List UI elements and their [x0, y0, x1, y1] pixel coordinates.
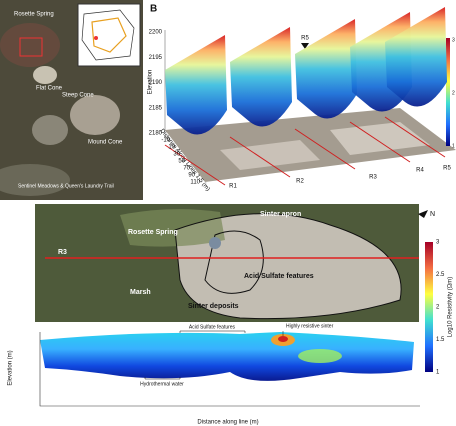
spring [209, 237, 221, 249]
resistivity-section [40, 332, 414, 381]
vegetation [120, 209, 225, 247]
profile-line [229, 136, 291, 178]
site-label: Sentinel Meadows & Queen's Laundry Trail [18, 183, 114, 189]
colorbar-tick-label: 1 [452, 143, 455, 149]
map-label: Rosette Spring [128, 229, 178, 236]
line-label: R1 [229, 184, 237, 190]
marker-label: R5 [301, 36, 309, 42]
site-label: Rosette Spring [14, 12, 54, 18]
profile-line [384, 116, 446, 158]
terrain [0, 23, 60, 67]
y-tick-label: 2195 [149, 55, 163, 61]
annotation: Highly resistive sinter [286, 323, 334, 329]
annotation: Hydrothermal water [140, 381, 184, 387]
panel-label: B [150, 4, 157, 15]
panel-c: C Sinter apron Rosette Spring R3 Marsh A… [35, 204, 454, 372]
resistive-zone [298, 349, 342, 363]
terrain [32, 115, 68, 145]
resistive-zone [278, 336, 288, 342]
y-tick-label: 2200 [149, 30, 163, 36]
inset-route [91, 17, 127, 53]
panel-a: Rosette Spring Flat Cone Steep Cone Moun… [0, 0, 143, 200]
colorbar-label: Log10 Resistivity (Ωm) [448, 277, 454, 338]
map-label: Acid Sulfate features [244, 273, 314, 280]
colorbar-tick-label: 1.5 [436, 337, 445, 343]
resistivity-curtain [385, 7, 447, 107]
depth-tick-label: 90 [188, 173, 195, 179]
resistivity-curtain [230, 27, 292, 127]
profile-line [294, 128, 356, 170]
bracket [179, 330, 246, 333]
depth-tick-label: 30 [173, 152, 180, 158]
axis-label: Distance along line (m) [197, 420, 258, 426]
colorbar-tick-label: 2.5 [436, 272, 445, 278]
axis-label: Elevation [148, 70, 154, 95]
colorbar-tick-label: 3 [436, 240, 440, 246]
line-label: R3 [369, 175, 377, 181]
profile-line [164, 144, 226, 186]
map-label: R3 [58, 249, 67, 256]
colorbar-tick-label: 1 [436, 370, 440, 376]
line-label: R5 [443, 166, 451, 172]
marker [301, 43, 309, 49]
panel-b: B Elevation Distance Along Lines 1-5 (m)… [148, 4, 456, 193]
bracket [144, 377, 181, 380]
y-tick-label: 2180 [149, 131, 163, 137]
depth-tick-label: 10 [168, 145, 175, 151]
resistivity-curtain [165, 35, 227, 135]
map-label: Sinter deposits [188, 303, 239, 310]
map-label: Sinter apron [260, 211, 301, 218]
terrain [33, 66, 57, 84]
site-box [19, 37, 43, 57]
site-label: Flat Cone [36, 86, 63, 92]
sinter-area [175, 213, 402, 319]
terrain [70, 95, 120, 135]
line-label: R4 [416, 168, 424, 174]
depth-tick-label: 110 [190, 180, 200, 186]
inset-outline [81, 9, 135, 61]
axis-label: Elevation (m) [8, 350, 14, 385]
depth-tick-label: -10 [161, 138, 170, 144]
colorbar-tick-label: 3 [452, 37, 455, 43]
axes [39, 332, 420, 407]
north-arrow [418, 210, 428, 218]
resistivity-curtain [295, 19, 357, 119]
site-label: Mound Cone [88, 140, 123, 146]
inset-map [77, 3, 141, 67]
line-label: R2 [296, 179, 304, 185]
depth-tick-label: 50 [178, 159, 185, 165]
colorbar [446, 38, 450, 146]
colorbar [425, 242, 433, 372]
inset-site [94, 36, 98, 40]
site-label: Steep Cone [62, 93, 94, 99]
y-tick-label: 2190 [149, 80, 163, 86]
terrain [0, 164, 70, 196]
colorbar-tick-label: 2 [452, 90, 455, 96]
annotation: Acid Sulfate features [189, 324, 236, 330]
colorbar-tick-label: 2 [436, 305, 440, 311]
section: Elevation (m) Distance along line (m) Ac… [8, 323, 420, 426]
depth-tick-label: 70 [183, 166, 190, 172]
north-label: N [430, 211, 435, 218]
profile-line [349, 121, 411, 163]
boundary [174, 213, 402, 320]
map-label: Marsh [130, 289, 151, 296]
boundary [204, 230, 264, 294]
y-tick-label: 2185 [149, 105, 163, 111]
